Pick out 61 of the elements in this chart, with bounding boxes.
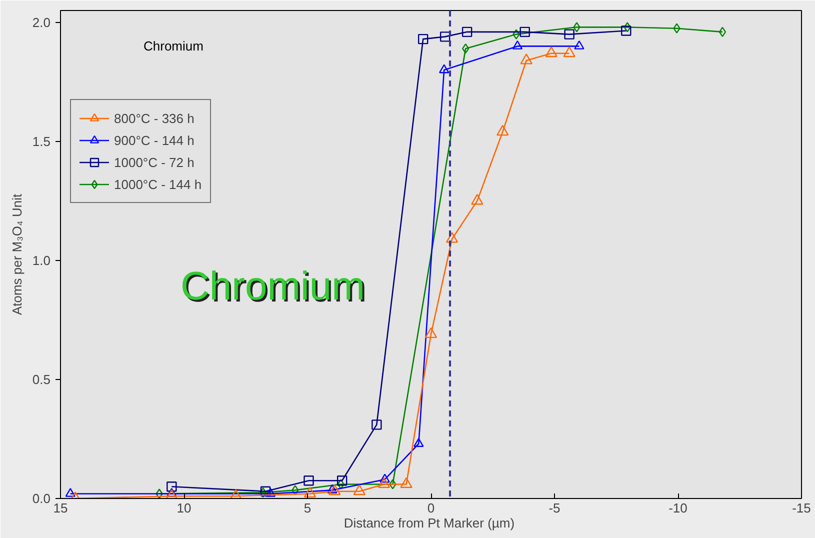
point [230,489,242,498]
point [353,484,366,496]
point [621,26,632,36]
legend-label: 800°C - 336 h [114,110,194,126]
y-tick-label: 0.5 [32,372,51,387]
point [496,124,509,136]
legend-label: 1000°C - 72 h [114,154,194,170]
point [337,479,344,490]
point [462,26,472,38]
y-tick-label: 0.0 [32,491,51,506]
point [564,29,574,40]
point [328,484,341,496]
point [520,26,530,38]
point [440,32,450,42]
point [265,488,276,497]
point [624,22,631,32]
point [304,486,316,498]
point [336,476,348,486]
point [327,484,338,494]
point [512,29,520,40]
x-tick-label: 0 [427,500,435,516]
point [512,40,523,50]
x-tick-label: 10 [176,500,192,516]
point [563,46,576,58]
x-tick-label: -10 [668,500,688,516]
point [372,420,382,430]
x-tick-label: 15 [53,500,68,516]
y-tick-label: 1.5 [32,134,51,149]
annotation: Chromium [144,38,204,54]
point [574,40,584,50]
point [673,23,680,34]
point [166,482,177,492]
legend-label: 1000°C - 144 h [114,176,202,192]
x-tick-label: 5 [304,500,312,516]
point [400,477,412,488]
point [304,476,314,486]
point [156,488,163,498]
point [573,22,580,32]
y-tick-label: 2.0 [32,14,51,30]
point [446,232,458,243]
point [438,64,450,74]
annotation: Chromium [182,266,367,310]
point [389,479,396,490]
point [65,488,76,497]
point [471,194,484,205]
point [378,477,390,488]
point [545,46,558,58]
point [424,327,438,338]
y-tick-label: 1.0 [32,252,51,268]
x-tick-label: -5 [548,500,560,516]
x-tick-label: -15 [792,500,811,516]
x-axis-title: Distance from Pt Marker (µm) [344,516,515,530]
point [414,438,424,447]
point [292,485,299,496]
point [380,474,390,483]
point [718,26,726,38]
point [520,54,532,64]
point [462,43,470,54]
y-axis-title: Atoms per M₃O₄ Unit [9,194,24,316]
point [418,34,428,44]
legend-label: 900°C - 144 h [114,132,194,148]
